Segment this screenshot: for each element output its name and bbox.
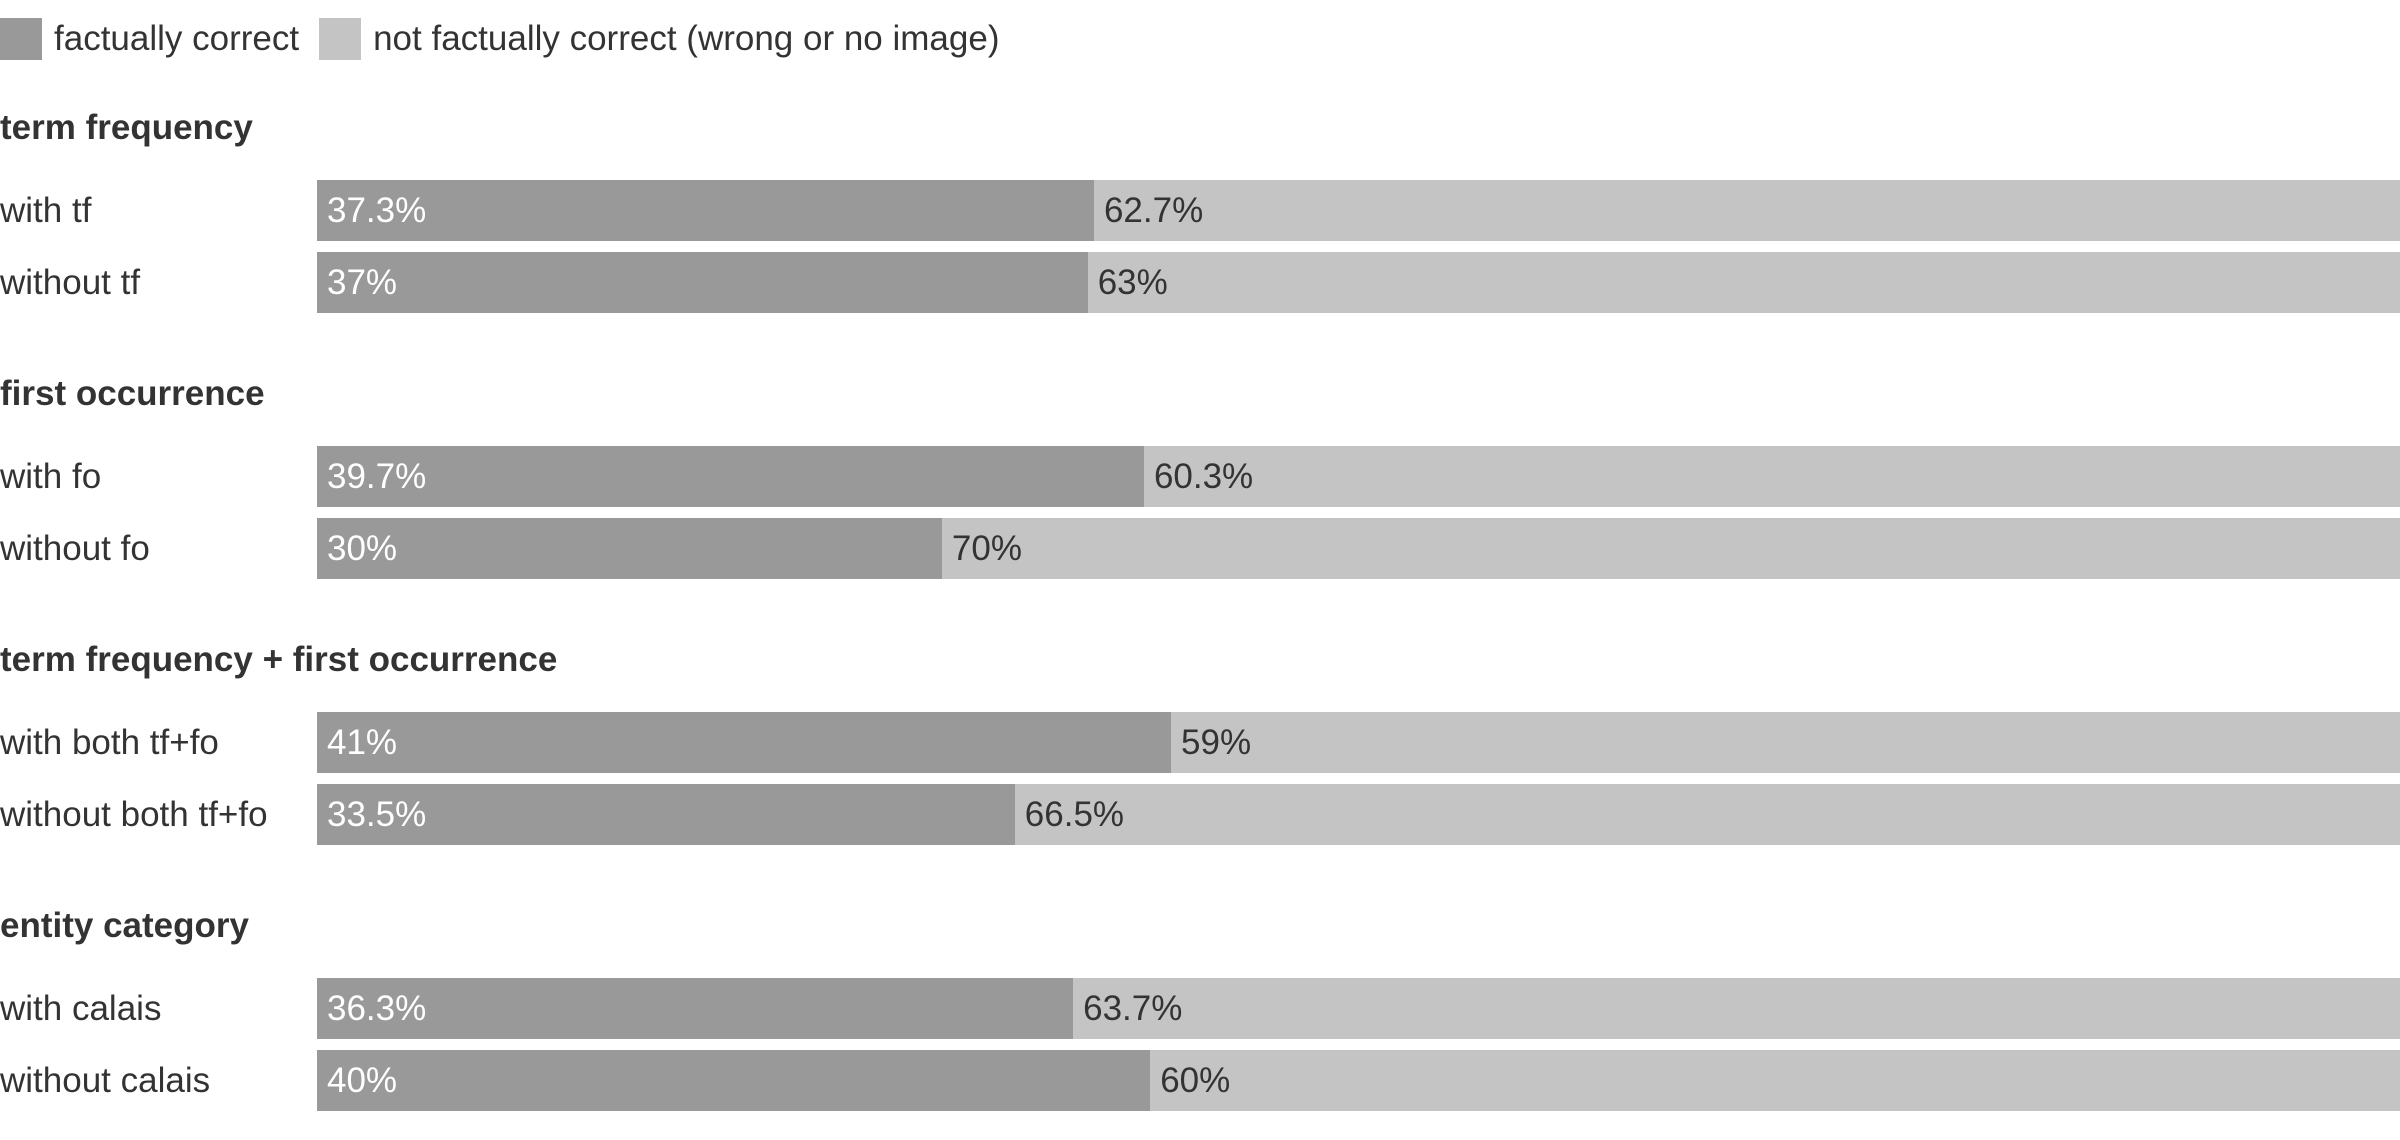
bar-value-label: 37% [327, 263, 398, 302]
bar-row-label: without both tf+fo [0, 795, 268, 834]
chart-legend: factually correct not factually correct … [0, 16, 1019, 62]
bar-segment-not-correct: 63.7% [1073, 978, 2400, 1039]
bar-segment-correct: 37% [317, 252, 1088, 313]
bar-value-label: 62.7% [1103, 191, 1204, 230]
legend-label-not-correct: not factually correct (wrong or no image… [373, 19, 1000, 58]
bar-row: without fo 30% 70% [0, 518, 2400, 579]
bar-segment-correct: 36.3% [317, 978, 1074, 1039]
bar-value-label: 70% [951, 529, 1022, 568]
bar-segment-not-correct: 70% [941, 518, 2400, 579]
bar-row-label: with both tf+fo [0, 723, 219, 762]
legend-item-correct: factually correct [0, 18, 299, 60]
bar-segment-not-correct: 62.7% [1093, 180, 2400, 241]
bar-row: without both tf+fo 33.5% 66.5% [0, 784, 2400, 845]
bar-segment-not-correct: 66.5% [1014, 784, 2400, 845]
bar-row: with both tf+fo 41% 59% [0, 712, 2400, 773]
group-title: term frequency [0, 108, 253, 147]
group-title: term frequency + first occurrence [0, 640, 558, 679]
bar-segment-not-correct: 59% [1171, 712, 2400, 773]
legend-swatch-not-correct [319, 18, 362, 60]
group-title: first occurrence [0, 374, 265, 413]
bar-row-label: with calais [0, 989, 162, 1028]
bar-row-label: with fo [0, 457, 102, 496]
stacked-bar: 41% 59% [317, 712, 2400, 773]
bar-value-label: 66.5% [1024, 795, 1125, 834]
bar-segment-correct: 33.5% [317, 784, 1015, 845]
bar-value-label: 39.7% [327, 457, 427, 496]
legend-item-not-correct: not factually correct (wrong or no image… [319, 18, 999, 60]
bar-row-label: without fo [0, 529, 150, 568]
stacked-bar: 40% 60% [317, 1050, 2400, 1111]
bar-row: without calais 40% 60% [0, 1050, 2400, 1111]
bar-segment-correct: 37.3% [317, 180, 1094, 241]
bar-row: with calais 36.3% 63.7% [0, 978, 2400, 1039]
bar-value-label: 63.7% [1083, 989, 1183, 1028]
bar-row: with tf 37.3% 62.7% [0, 180, 2400, 241]
bar-row: with fo 39.7% 60.3% [0, 446, 2400, 507]
bar-value-label: 40% [327, 1061, 398, 1100]
bar-row: without tf 37% 63% [0, 252, 2400, 313]
bar-segment-not-correct: 63% [1087, 252, 2400, 313]
bar-segment-not-correct: 60% [1150, 1050, 2400, 1111]
bar-segment-correct: 30% [317, 518, 942, 579]
stacked-bar: 37.3% 62.7% [317, 180, 2400, 241]
bar-value-label: 63% [1097, 263, 1168, 302]
bar-value-label: 37.3% [327, 191, 427, 230]
group-title: entity category [0, 906, 249, 945]
bar-value-label: 36.3% [327, 989, 427, 1028]
stacked-bar: 30% 70% [317, 518, 2400, 579]
bar-segment-not-correct: 60.3% [1143, 446, 2400, 507]
bar-row-label: without tf [0, 263, 141, 302]
stacked-bar: 37% 63% [317, 252, 2400, 313]
stacked-bar: 36.3% 63.7% [317, 978, 2400, 1039]
legend-swatch-correct [0, 18, 42, 60]
bar-row-label: with tf [0, 191, 92, 230]
stacked-bar: 33.5% 66.5% [317, 784, 2400, 845]
bar-row-label: without calais [0, 1061, 211, 1100]
bar-segment-correct: 40% [317, 1050, 1151, 1111]
bar-value-label: 59% [1181, 723, 1252, 762]
bar-value-label: 41% [327, 723, 398, 762]
legend-label-correct: factually correct [54, 19, 300, 58]
bar-segment-correct: 41% [317, 712, 1172, 773]
bar-value-label: 30% [327, 529, 398, 568]
bar-segment-correct: 39.7% [317, 446, 1144, 507]
stacked-bar: 39.7% 60.3% [317, 446, 2400, 507]
bar-value-label: 60.3% [1153, 457, 1254, 496]
bar-value-label: 60% [1160, 1061, 1231, 1100]
bar-value-label: 33.5% [327, 795, 427, 834]
